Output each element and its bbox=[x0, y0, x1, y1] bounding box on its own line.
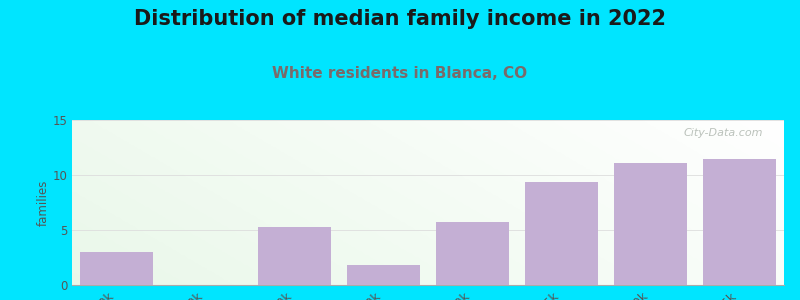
Bar bbox=[258, 227, 331, 285]
Text: Distribution of median family income in 2022: Distribution of median family income in … bbox=[134, 9, 666, 29]
Text: City-Data.com: City-Data.com bbox=[683, 128, 762, 138]
Y-axis label: families: families bbox=[37, 179, 50, 226]
Bar bbox=[436, 222, 509, 285]
Bar bbox=[80, 252, 153, 285]
Bar bbox=[614, 163, 687, 285]
Text: White residents in Blanca, CO: White residents in Blanca, CO bbox=[273, 66, 527, 81]
Bar bbox=[525, 182, 598, 285]
Bar bbox=[703, 158, 776, 285]
Bar bbox=[347, 265, 420, 285]
